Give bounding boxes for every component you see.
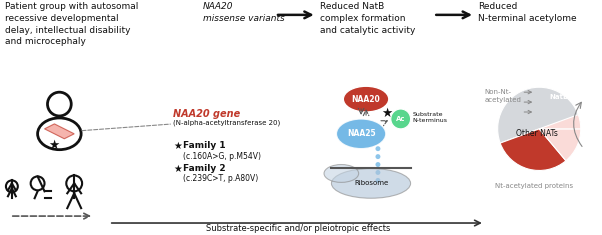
Ellipse shape — [332, 168, 411, 198]
Text: ★: ★ — [48, 139, 59, 152]
Circle shape — [391, 109, 411, 129]
Circle shape — [376, 162, 380, 167]
Text: (c.239C>T, p.A80V): (c.239C>T, p.A80V) — [183, 174, 258, 184]
Text: Reduced NatB
complex formation
and catalytic activity: Reduced NatB complex formation and catal… — [320, 2, 415, 35]
Text: Family 1: Family 1 — [183, 141, 226, 150]
Circle shape — [376, 146, 380, 151]
Wedge shape — [498, 87, 581, 143]
Text: Substrate
N-terminus: Substrate N-terminus — [412, 112, 447, 123]
Text: ★: ★ — [381, 106, 393, 119]
Ellipse shape — [324, 164, 359, 182]
Ellipse shape — [343, 86, 389, 112]
Text: Nt-acetylated proteins: Nt-acetylated proteins — [495, 183, 573, 189]
Text: Substrate-specific and/or pleiotropic effects: Substrate-specific and/or pleiotropic ef… — [206, 224, 390, 233]
Text: Ac: Ac — [396, 116, 405, 122]
Text: NAA20
missense variants: NAA20 missense variants — [203, 2, 285, 23]
Text: ★: ★ — [173, 164, 182, 173]
Text: NAA25: NAA25 — [347, 129, 376, 138]
Ellipse shape — [337, 119, 386, 149]
Wedge shape — [539, 115, 581, 129]
Circle shape — [376, 178, 380, 183]
Text: (c.160A>G, p.M54V): (c.160A>G, p.M54V) — [183, 152, 261, 161]
Text: Other NATs: Other NATs — [517, 129, 558, 138]
Text: (N-alpha-acetyltransferase 20): (N-alpha-acetyltransferase 20) — [173, 120, 281, 126]
Text: NatB: NatB — [550, 94, 569, 100]
Text: Patient group with autosomal
recessive developmental
delay, intellectual disabil: Patient group with autosomal recessive d… — [5, 2, 138, 46]
Text: Non-Nt-
acetylated: Non-Nt- acetylated — [485, 89, 522, 103]
Wedge shape — [500, 129, 566, 170]
Text: NAA20 gene: NAA20 gene — [173, 109, 240, 119]
Text: Family 2: Family 2 — [183, 164, 226, 172]
Text: NAA20: NAA20 — [352, 95, 380, 104]
Wedge shape — [539, 129, 581, 161]
Circle shape — [376, 154, 380, 159]
Text: Reduced
N-terminal acetylome: Reduced N-terminal acetylome — [478, 2, 577, 23]
Text: Ribosome: Ribosome — [354, 180, 388, 186]
Circle shape — [376, 170, 380, 175]
Polygon shape — [45, 124, 74, 139]
Text: ★: ★ — [173, 141, 182, 151]
